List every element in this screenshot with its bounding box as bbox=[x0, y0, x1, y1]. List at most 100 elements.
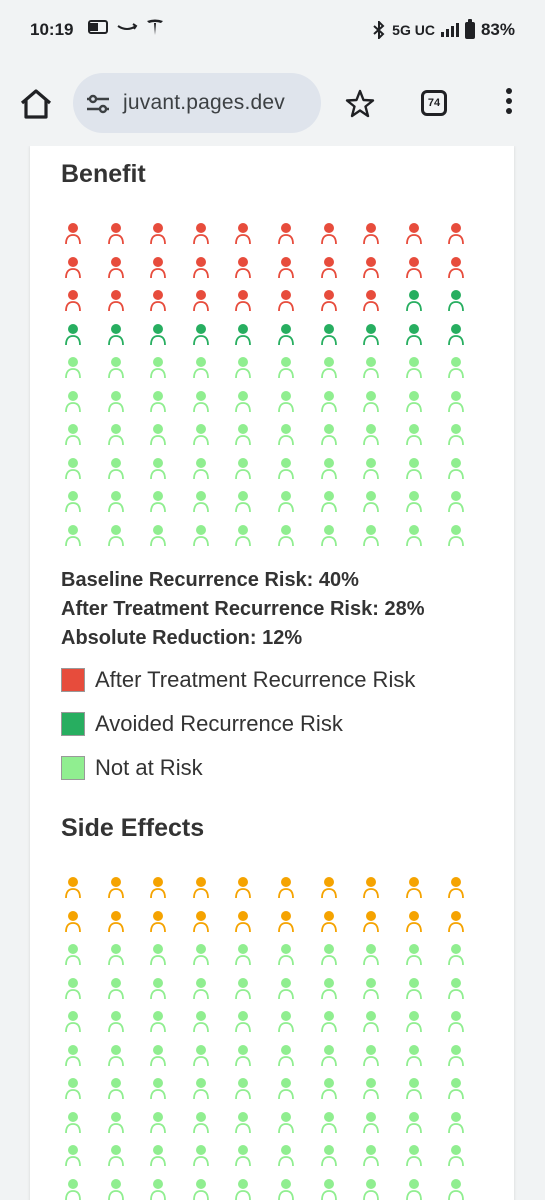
benefit-legend: After Treatment Recurrence Risk Avoided … bbox=[61, 658, 415, 790]
person-after-treatment-icon bbox=[278, 223, 294, 245]
person-no-effect-icon bbox=[278, 1178, 294, 1200]
person-after-treatment-icon bbox=[150, 256, 167, 278]
person-no-effect-icon bbox=[107, 1011, 124, 1033]
person-not-at-risk-icon bbox=[448, 390, 465, 412]
person-not-at-risk-icon bbox=[150, 457, 167, 479]
person-no-effect-icon bbox=[65, 1011, 81, 1033]
person-no-effect-icon bbox=[363, 977, 380, 999]
person-no-effect-icon bbox=[192, 1145, 209, 1167]
overflow-menu-icon[interactable] bbox=[502, 88, 516, 120]
person-not-at-risk-icon bbox=[107, 457, 124, 479]
person-no-effect-icon bbox=[192, 1178, 209, 1200]
person-after-treatment-icon bbox=[278, 256, 294, 278]
person-avoided-icon bbox=[363, 323, 380, 345]
person-not-at-risk-icon bbox=[405, 491, 422, 513]
person-not-at-risk-icon bbox=[278, 524, 294, 546]
person-after-treatment-icon bbox=[107, 256, 124, 278]
person-side-effect-icon bbox=[363, 877, 380, 899]
person-after-treatment-icon bbox=[235, 256, 252, 278]
person-not-at-risk-icon bbox=[192, 424, 209, 446]
person-no-effect-icon bbox=[150, 1078, 167, 1100]
person-not-at-risk-icon bbox=[192, 390, 209, 412]
person-after-treatment-icon bbox=[235, 290, 252, 312]
side-effects-title: Side Effects bbox=[61, 814, 205, 842]
person-no-effect-icon bbox=[235, 1011, 252, 1033]
person-not-at-risk-icon bbox=[192, 357, 209, 379]
person-no-effect-icon bbox=[65, 1078, 81, 1100]
person-no-effect-icon bbox=[448, 1044, 465, 1066]
person-avoided-icon bbox=[107, 323, 124, 345]
person-not-at-risk-icon bbox=[150, 524, 167, 546]
person-no-effect-icon bbox=[405, 977, 422, 999]
person-no-effect-icon bbox=[405, 1044, 422, 1066]
person-after-treatment-icon bbox=[363, 290, 380, 312]
person-not-at-risk-icon bbox=[150, 390, 167, 412]
benefit-stats: Baseline Recurrence Risk: 40% After Trea… bbox=[61, 566, 424, 653]
person-no-effect-icon bbox=[235, 1178, 252, 1200]
tab-switcher-button[interactable]: 74 bbox=[421, 90, 447, 116]
person-avoided-icon bbox=[448, 323, 465, 345]
person-no-effect-icon bbox=[363, 1111, 380, 1133]
person-avoided-icon bbox=[278, 323, 294, 345]
person-no-effect-icon bbox=[320, 1078, 337, 1100]
person-after-treatment-icon bbox=[65, 290, 81, 312]
person-no-effect-icon bbox=[192, 1044, 209, 1066]
person-avoided-icon bbox=[150, 323, 167, 345]
person-no-effect-icon bbox=[363, 1044, 380, 1066]
person-not-at-risk-icon bbox=[107, 524, 124, 546]
person-after-treatment-icon bbox=[405, 223, 422, 245]
person-not-at-risk-icon bbox=[235, 390, 252, 412]
person-avoided-icon bbox=[65, 323, 81, 345]
person-side-effect-icon bbox=[65, 877, 81, 899]
person-not-at-risk-icon bbox=[278, 457, 294, 479]
legend-item-after-treatment: After Treatment Recurrence Risk bbox=[61, 658, 415, 702]
home-icon[interactable] bbox=[18, 86, 54, 122]
person-no-effect-icon bbox=[107, 944, 124, 966]
person-not-at-risk-icon bbox=[150, 357, 167, 379]
person-no-effect-icon bbox=[150, 1044, 167, 1066]
person-no-effect-icon bbox=[448, 1011, 465, 1033]
person-no-effect-icon bbox=[320, 1011, 337, 1033]
person-no-effect-icon bbox=[363, 1145, 380, 1167]
person-after-treatment-icon bbox=[363, 256, 380, 278]
legend-label: Not at Risk bbox=[95, 755, 203, 780]
person-not-at-risk-icon bbox=[65, 457, 81, 479]
site-settings-icon[interactable] bbox=[85, 91, 111, 117]
person-side-effect-icon bbox=[405, 877, 422, 899]
person-avoided-icon bbox=[320, 323, 337, 345]
person-not-at-risk-icon bbox=[235, 457, 252, 479]
person-not-at-risk-icon bbox=[448, 524, 465, 546]
person-no-effect-icon bbox=[448, 1145, 465, 1167]
person-side-effect-icon bbox=[192, 910, 209, 932]
person-no-effect-icon bbox=[65, 977, 81, 999]
person-not-at-risk-icon bbox=[448, 424, 465, 446]
person-after-treatment-icon bbox=[192, 290, 209, 312]
person-no-effect-icon bbox=[405, 1145, 422, 1167]
url-text[interactable]: juvant.pages.dev bbox=[123, 91, 285, 114]
person-not-at-risk-icon bbox=[320, 357, 337, 379]
person-no-effect-icon bbox=[65, 1111, 81, 1133]
person-side-effect-icon bbox=[320, 877, 337, 899]
person-no-effect-icon bbox=[448, 1178, 465, 1200]
person-no-effect-icon bbox=[150, 944, 167, 966]
person-no-effect-icon bbox=[320, 944, 337, 966]
legend-label: Avoided Recurrence Risk bbox=[95, 711, 343, 736]
person-not-at-risk-icon bbox=[405, 390, 422, 412]
address-bar[interactable]: juvant.pages.dev bbox=[73, 73, 321, 133]
person-no-effect-icon bbox=[278, 1011, 294, 1033]
person-after-treatment-icon bbox=[278, 290, 294, 312]
person-after-treatment-icon bbox=[448, 223, 465, 245]
bookmark-star-icon[interactable] bbox=[344, 88, 376, 120]
person-no-effect-icon bbox=[192, 977, 209, 999]
person-no-effect-icon bbox=[192, 944, 209, 966]
person-no-effect-icon bbox=[107, 1111, 124, 1133]
person-no-effect-icon bbox=[192, 1011, 209, 1033]
person-not-at-risk-icon bbox=[448, 357, 465, 379]
person-no-effect-icon bbox=[320, 1044, 337, 1066]
person-not-at-risk-icon bbox=[107, 390, 124, 412]
person-after-treatment-icon bbox=[320, 223, 337, 245]
after-treatment-risk-text: After Treatment Recurrence Risk: 28% bbox=[61, 598, 425, 620]
person-after-treatment-icon bbox=[405, 256, 422, 278]
person-side-effect-icon bbox=[448, 910, 465, 932]
person-not-at-risk-icon bbox=[278, 424, 294, 446]
